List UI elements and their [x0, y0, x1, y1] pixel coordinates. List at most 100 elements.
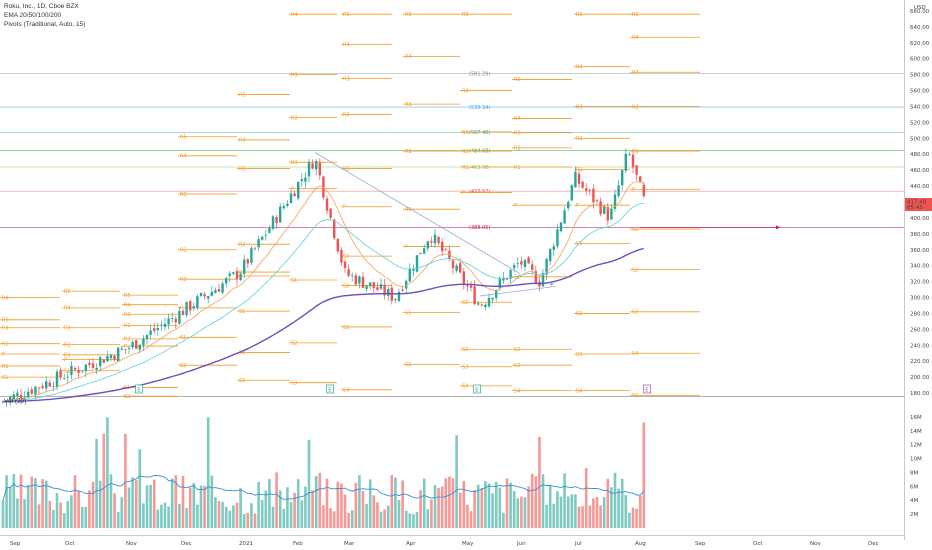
pivot-label: R4: [462, 88, 469, 94]
candle-body: [358, 276, 361, 284]
candle-body: [311, 163, 314, 169]
x-tick-label: Jun: [516, 541, 526, 547]
pivot-label: R2: [343, 112, 350, 118]
volume-bar: [462, 480, 466, 528]
pivot-label: R4: [291, 12, 298, 18]
pivot-label: R2: [514, 146, 521, 152]
pivot-label: S3: [514, 363, 520, 369]
pivot-label: R1: [291, 160, 298, 166]
candle-body: [441, 241, 444, 252]
volume-bar: [149, 484, 152, 528]
volume-bar: [181, 475, 185, 528]
candle-body: [336, 238, 339, 252]
candle-body: [275, 217, 278, 223]
candle-body: [527, 257, 530, 264]
volume-bar: [88, 490, 91, 528]
earnings-marker: [135, 384, 143, 394]
volume-bar: [206, 417, 210, 528]
pivot-label: R4: [64, 306, 71, 312]
volume-bar: [242, 513, 246, 528]
pivot-label: S2: [632, 267, 638, 273]
candle-body: [271, 216, 275, 229]
volume-bar: [502, 512, 505, 528]
pivot-label: R2: [124, 323, 131, 329]
pivot-label: S4: [514, 388, 520, 394]
candle-body: [574, 171, 577, 188]
volume-bar: [415, 512, 419, 528]
candle-body: [243, 259, 246, 274]
candle-body: [603, 206, 606, 214]
volume-bar: [570, 494, 574, 528]
pivot-label: S1: [632, 227, 638, 233]
candle-body: [430, 241, 433, 243]
pivot-label: S2: [343, 283, 349, 289]
volume-bar: [631, 507, 635, 528]
volume-bar: [354, 482, 358, 528]
volume-bar: [44, 480, 48, 528]
earnings-marker-label: E: [645, 388, 648, 394]
y-tick-label: 320.00: [910, 280, 930, 286]
pivot-label: R4: [405, 54, 412, 60]
pivot-label: R4: [343, 42, 350, 48]
candle-body: [102, 359, 105, 363]
pivot-label: R5: [405, 12, 412, 18]
pivot-label: S3: [632, 310, 638, 316]
candle-body: [131, 341, 134, 348]
volume-bar: [613, 472, 617, 528]
pivot-label: S5: [632, 393, 638, 399]
candle-body: [30, 389, 33, 394]
candle-body: [66, 376, 69, 378]
volume-bar: [340, 483, 343, 528]
volume-bar: [473, 490, 476, 528]
volume-bar: [336, 481, 340, 528]
candle-body: [351, 275, 354, 277]
volume-bar: [606, 478, 610, 528]
volume-bar: [260, 500, 264, 528]
candle-body: [361, 276, 365, 288]
earnings-marker-label: E: [475, 388, 478, 394]
volume-bar: [563, 473, 566, 528]
key-level-label: (433.67): [469, 189, 490, 195]
candle-body: [37, 387, 41, 389]
candle-body: [235, 271, 239, 280]
pivot-label: R1: [180, 277, 187, 283]
x-tick-label: Oct: [65, 541, 75, 547]
candle-body: [286, 203, 289, 207]
volume-bar: [628, 512, 631, 528]
volume-bar: [156, 509, 160, 528]
candle-body: [300, 179, 303, 182]
y-tick-label: 260.00: [910, 327, 930, 333]
candle-body: [120, 348, 123, 350]
last-price-tag: [905, 198, 932, 212]
volume-tick-label: 16M: [910, 415, 922, 421]
volume-bar: [624, 495, 628, 528]
volume-bar: [275, 472, 278, 528]
volume-bar: [307, 439, 311, 528]
volume-ma-line: [2, 474, 645, 501]
volume-bar: [59, 502, 62, 528]
volume-bar: [368, 479, 372, 528]
candle-body: [552, 246, 555, 250]
earnings-marker-label: E: [137, 388, 140, 394]
trendline-down: [314, 152, 521, 274]
volume-bar: [217, 501, 221, 528]
y-tick-label: 600.00: [910, 57, 930, 63]
volume-bar: [37, 504, 41, 528]
candle-body: [109, 355, 113, 359]
pivot-label: R2: [180, 248, 187, 254]
volume-bar: [635, 508, 638, 528]
y-tick-label: 580.00: [910, 73, 930, 79]
volume-bar: [523, 497, 527, 528]
pivot-label: R5: [64, 289, 71, 295]
pivot-label: R1: [514, 165, 521, 171]
last-price-label: 417.48: [907, 200, 927, 206]
x-tick-label: Dec: [181, 541, 192, 547]
candle-body: [437, 236, 440, 244]
pivot-label: S3: [462, 365, 468, 371]
candle-body: [214, 290, 217, 294]
candle-body: [549, 249, 552, 262]
volume-tick-label: 12M: [910, 443, 922, 449]
ema-50-line: [3, 202, 644, 402]
pivot-label: P: [462, 190, 465, 196]
